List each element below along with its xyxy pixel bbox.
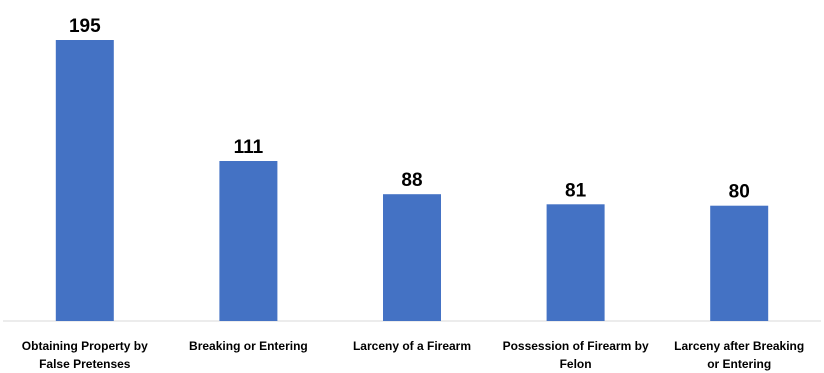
category-label-line: Larceny after Breaking bbox=[674, 339, 804, 353]
bar-2 bbox=[219, 161, 278, 321]
bars-group bbox=[55, 40, 769, 321]
category-label-line: or Entering bbox=[707, 357, 771, 371]
bar-1 bbox=[55, 40, 114, 321]
category-label-line: Breaking or Entering bbox=[189, 339, 308, 353]
bar-3 bbox=[383, 194, 441, 321]
category-label-line: False Pretenses bbox=[39, 357, 131, 371]
category-label-1: Obtaining Property by False Pretenses bbox=[22, 339, 148, 371]
value-label-3: 88 bbox=[401, 170, 422, 191]
category-label-line: Felon bbox=[560, 357, 592, 371]
bar-4 bbox=[546, 204, 605, 321]
category-label-line: Larceny of a Firearm bbox=[353, 339, 471, 353]
value-label-1: 195 bbox=[69, 16, 101, 37]
value-label-5: 80 bbox=[729, 182, 750, 203]
category-label-4: Possession of Firearm by Felon bbox=[503, 339, 649, 371]
category-label-line: Obtaining Property by bbox=[22, 339, 148, 353]
category-label-5: Larceny after Breaking or Entering bbox=[674, 339, 804, 371]
value-labels-group: 195 111 88 81 80 bbox=[69, 16, 750, 203]
bar-5 bbox=[710, 205, 769, 321]
category-labels-group: Obtaining Property by False Pretenses Brea… bbox=[22, 339, 804, 371]
category-label-line: Possession of Firearm by bbox=[503, 339, 649, 353]
value-label-4: 81 bbox=[565, 180, 587, 201]
value-label-2: 111 bbox=[234, 137, 264, 158]
category-label-3: Larceny of a Firearm bbox=[353, 339, 471, 353]
category-label-2: Breaking or Entering bbox=[189, 339, 308, 353]
